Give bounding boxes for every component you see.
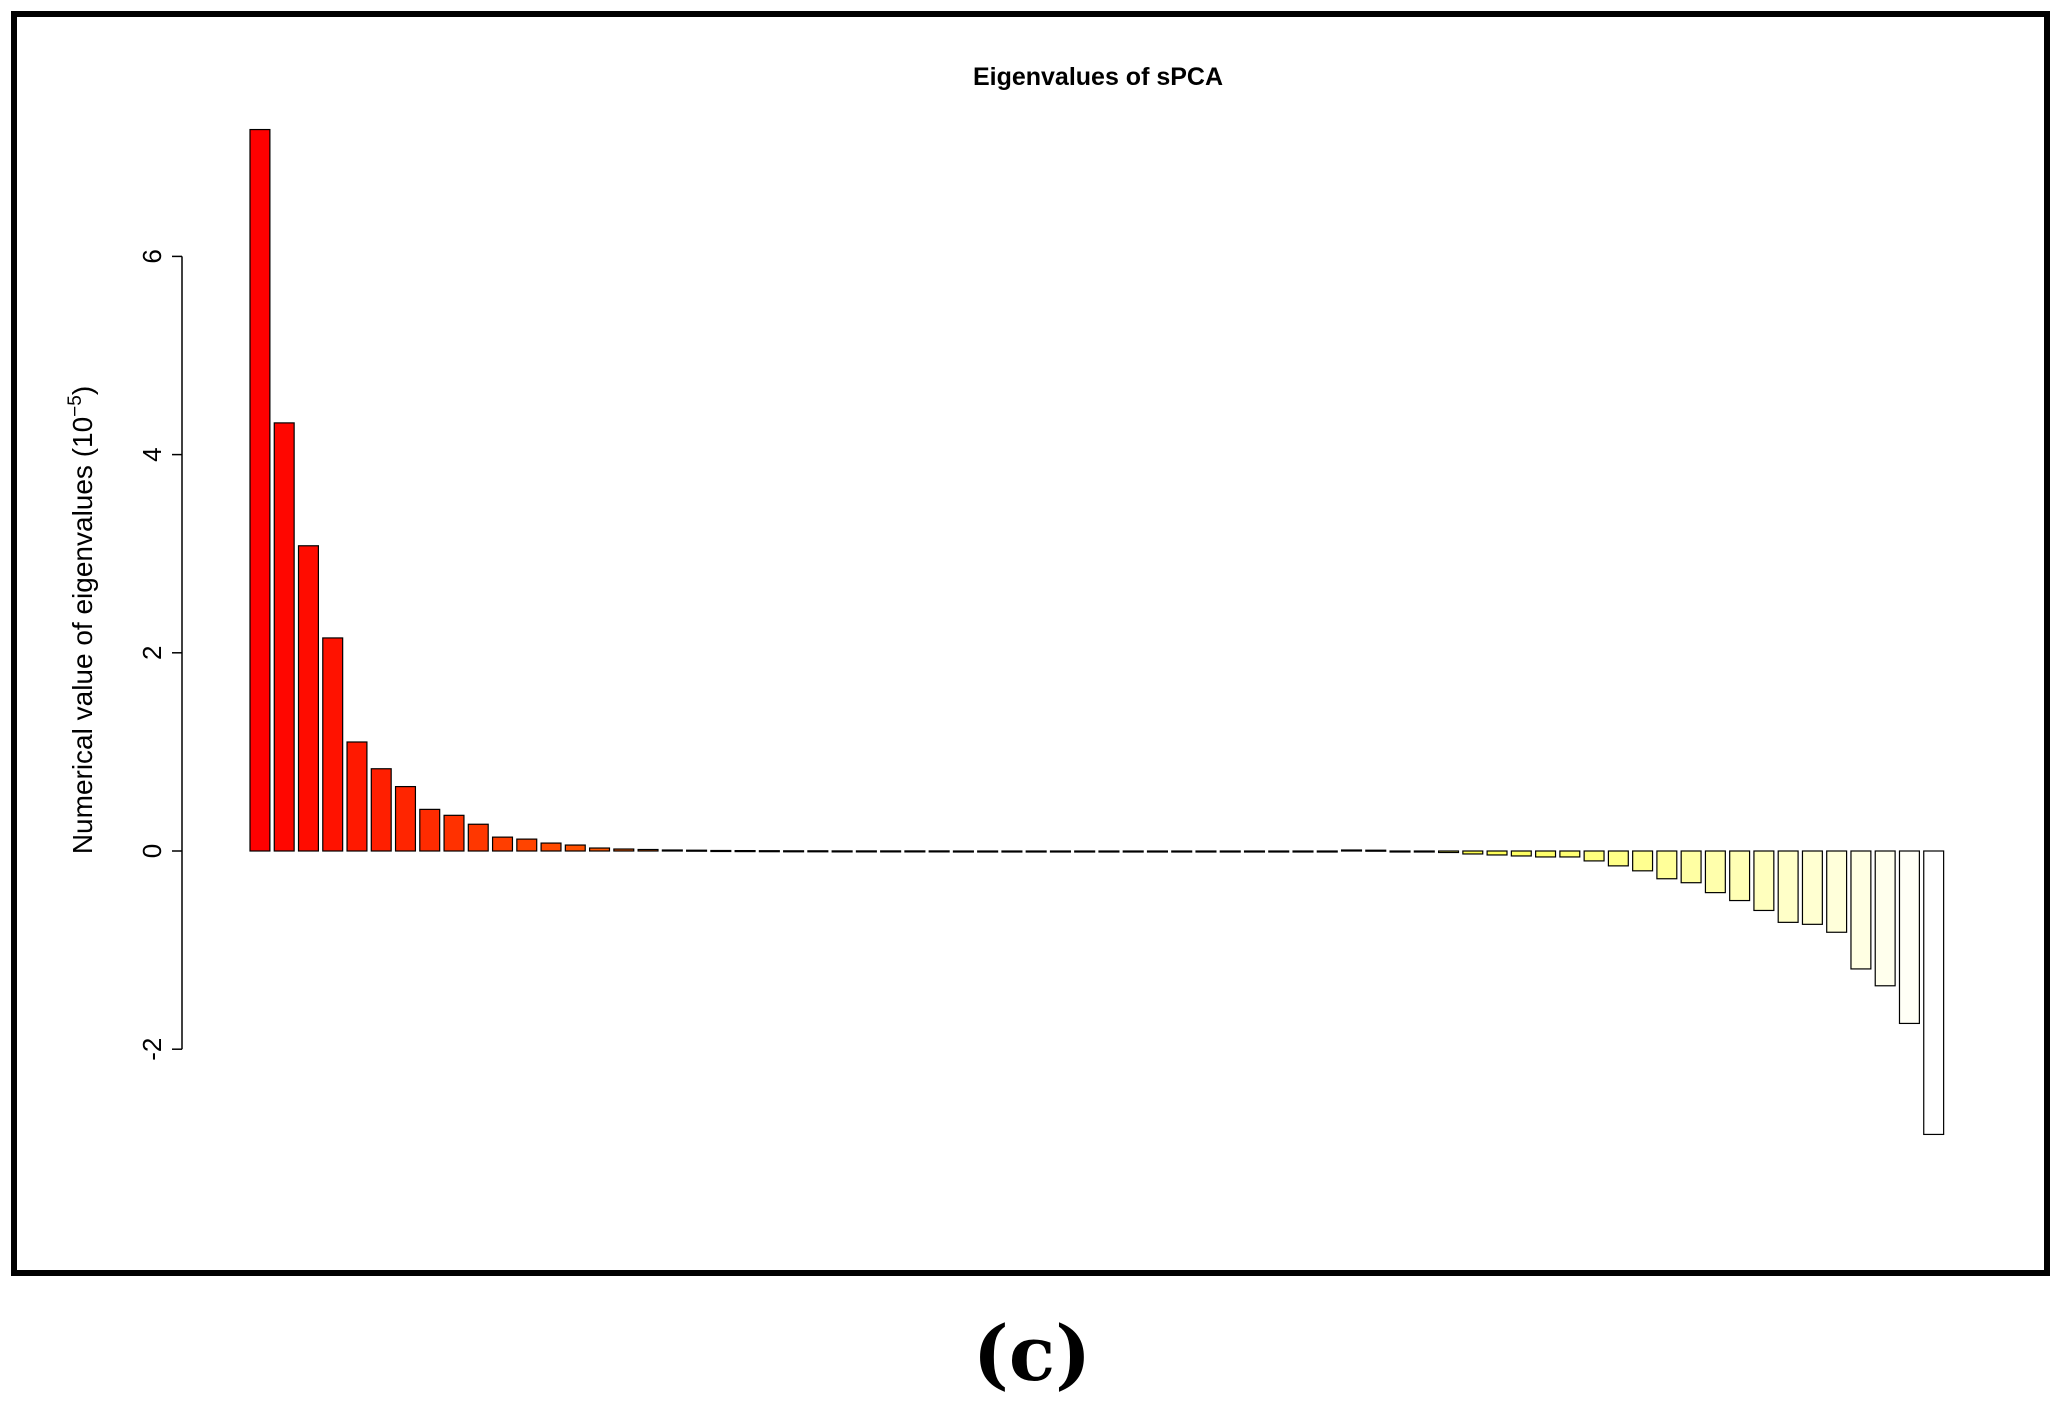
bar	[1583, 850, 1605, 862]
bar	[1001, 850, 1023, 853]
bar	[710, 849, 732, 853]
bar	[613, 848, 635, 852]
y-tick-label: 6	[137, 249, 167, 263]
bar	[564, 844, 586, 852]
bar	[1704, 850, 1726, 894]
bar	[952, 850, 974, 853]
bar	[1171, 850, 1193, 853]
bar	[928, 850, 950, 853]
y-axis-label-main: Numerical value of eigenvalues (10	[67, 417, 98, 854]
bar	[1462, 850, 1484, 855]
bar	[516, 838, 538, 852]
bar	[1777, 850, 1799, 923]
bar	[1607, 850, 1629, 867]
bar	[1146, 850, 1169, 853]
bar	[977, 850, 999, 853]
plot-frame	[11, 11, 2050, 1276]
bar	[1074, 850, 1096, 853]
y-tick-label: 2	[137, 646, 167, 660]
y-axis-label-exponent: −5	[65, 395, 86, 417]
bar	[588, 847, 611, 852]
bar	[831, 850, 853, 853]
bar	[1219, 850, 1241, 853]
bar	[855, 850, 877, 853]
y-tick-label: 0	[137, 844, 167, 858]
bar	[661, 849, 683, 852]
bar	[540, 842, 562, 852]
bar	[1437, 850, 1460, 854]
bar	[1292, 850, 1314, 853]
bar	[273, 422, 295, 852]
bar	[249, 128, 271, 852]
bar	[758, 850, 780, 853]
y-axis-label: Numerical value of eigenvalues (10−5)	[65, 386, 98, 854]
bar	[419, 808, 441, 852]
y-axis-label-close: )	[67, 386, 98, 395]
bar	[686, 849, 708, 852]
panel-label: (c)	[973, 1309, 1091, 1398]
bar	[346, 741, 368, 852]
chart-title: Eigenvalues of sPCA	[973, 63, 1223, 91]
bar	[1195, 850, 1217, 853]
y-axis: -2 0 2 4 6	[137, 249, 183, 1061]
bar	[1025, 850, 1047, 853]
y-tick-label: -2	[137, 1038, 167, 1061]
bar	[1632, 850, 1654, 872]
bar	[1680, 850, 1702, 884]
y-tick-label: 4	[137, 447, 167, 461]
bar	[637, 848, 659, 852]
bar	[1801, 850, 1823, 925]
bar	[1413, 850, 1435, 853]
bar	[1656, 850, 1678, 880]
bars	[249, 128, 1945, 1136]
bar	[1559, 850, 1581, 858]
bar	[297, 545, 320, 852]
bar	[783, 850, 805, 853]
bar	[1535, 850, 1557, 858]
bar	[1389, 850, 1411, 853]
bar	[1122, 850, 1144, 853]
bar	[1850, 850, 1872, 970]
bar	[1049, 850, 1071, 853]
bar	[491, 836, 514, 852]
bar	[807, 850, 829, 853]
bar	[467, 823, 489, 852]
bar	[394, 785, 417, 852]
bar	[1486, 850, 1508, 856]
bar	[1098, 850, 1120, 853]
bar	[1729, 850, 1751, 902]
bar	[370, 768, 392, 852]
bar	[880, 850, 902, 853]
bar	[1826, 850, 1848, 933]
bar	[1753, 850, 1775, 912]
bar	[1268, 850, 1290, 853]
bar	[1316, 850, 1338, 853]
bar	[1510, 850, 1532, 857]
bar	[1365, 849, 1387, 852]
bar	[1874, 850, 1896, 987]
bar	[1898, 850, 1920, 1025]
bar	[1243, 850, 1266, 853]
bar	[322, 637, 344, 852]
bar	[1340, 849, 1363, 852]
bar	[734, 849, 756, 853]
bar	[904, 850, 926, 853]
bar	[1923, 850, 1945, 1136]
bar	[443, 814, 465, 852]
